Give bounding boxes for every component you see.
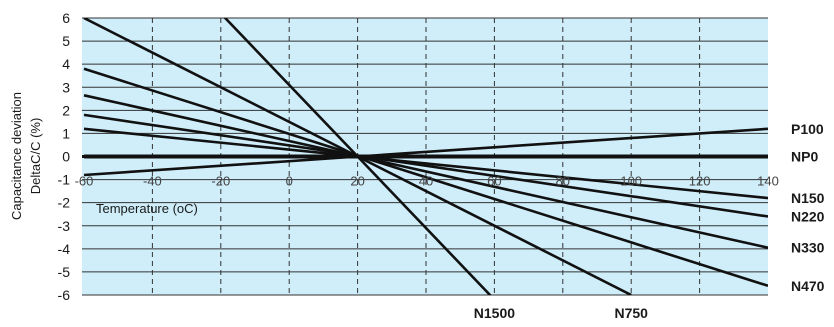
x-tick-label: 140 — [757, 174, 779, 189]
y-tick-label: -2 — [58, 195, 71, 211]
x-tick-label: 20 — [350, 174, 364, 189]
y-tick-label: 0 — [62, 149, 70, 165]
x-tick-label: 0 — [286, 174, 293, 189]
series-label-p100: P100 — [791, 121, 824, 137]
series-label-n470: N470 — [791, 278, 825, 294]
series-line-n330 — [83, 94, 768, 249]
x-axis-label: Temperature (oC) — [96, 201, 198, 216]
y-tick-label: 2 — [62, 102, 70, 118]
y-tick-label: -4 — [58, 241, 71, 257]
y-tick-label: 5 — [62, 33, 70, 49]
y-axis-label-line2: DeltaC/C (%) — [28, 118, 43, 195]
series-label-n330: N330 — [791, 240, 825, 256]
x-tick-label: 60 — [487, 174, 501, 189]
y-tick-label: -3 — [58, 218, 71, 234]
series-lines — [83, 18, 768, 295]
series-label-n220: N220 — [791, 209, 825, 225]
y-tick-labels: 6 5 4 3 2 1 0 -1 -2 -3 -4 -5 -6 — [58, 10, 71, 303]
series-line-n1500 — [223, 18, 492, 295]
series-label-n750: N750 — [614, 305, 648, 321]
series-line-p100 — [83, 127, 768, 177]
y-tick-label: 3 — [62, 79, 70, 95]
y-axis-label-line1: Capacitance deviation — [9, 92, 24, 220]
series-line-n470 — [83, 67, 768, 288]
series-label-n150: N150 — [791, 190, 825, 206]
y-tick-label: -1 — [58, 172, 71, 188]
x-tick-label: -40 — [143, 174, 162, 189]
x-tick-label: -20 — [211, 174, 230, 189]
x-tick-label: 100 — [620, 174, 642, 189]
x-tick-label: 120 — [689, 174, 711, 189]
x-tick-label: 40 — [419, 174, 433, 189]
series-line-n150 — [83, 127, 768, 200]
y-tick-label: 4 — [62, 56, 70, 72]
series-label-np0: NP0 — [791, 149, 818, 165]
y-tick-label: -5 — [58, 264, 71, 280]
series-labels: P100 NP0 N150 N220 N330 N470 N750 N1500 — [474, 121, 825, 321]
y-tick-label: 1 — [62, 125, 70, 141]
series-line-n220 — [83, 113, 768, 218]
y-tick-label: 6 — [62, 10, 70, 26]
x-tick-labels: -60 -40 -20 0 20 40 60 80 100 120 140 — [75, 174, 779, 189]
x-tick-label: -60 — [75, 174, 94, 189]
series-label-n1500: N1500 — [474, 305, 515, 321]
x-tick-label: 80 — [556, 174, 570, 189]
y-tick-label: -6 — [58, 287, 71, 303]
